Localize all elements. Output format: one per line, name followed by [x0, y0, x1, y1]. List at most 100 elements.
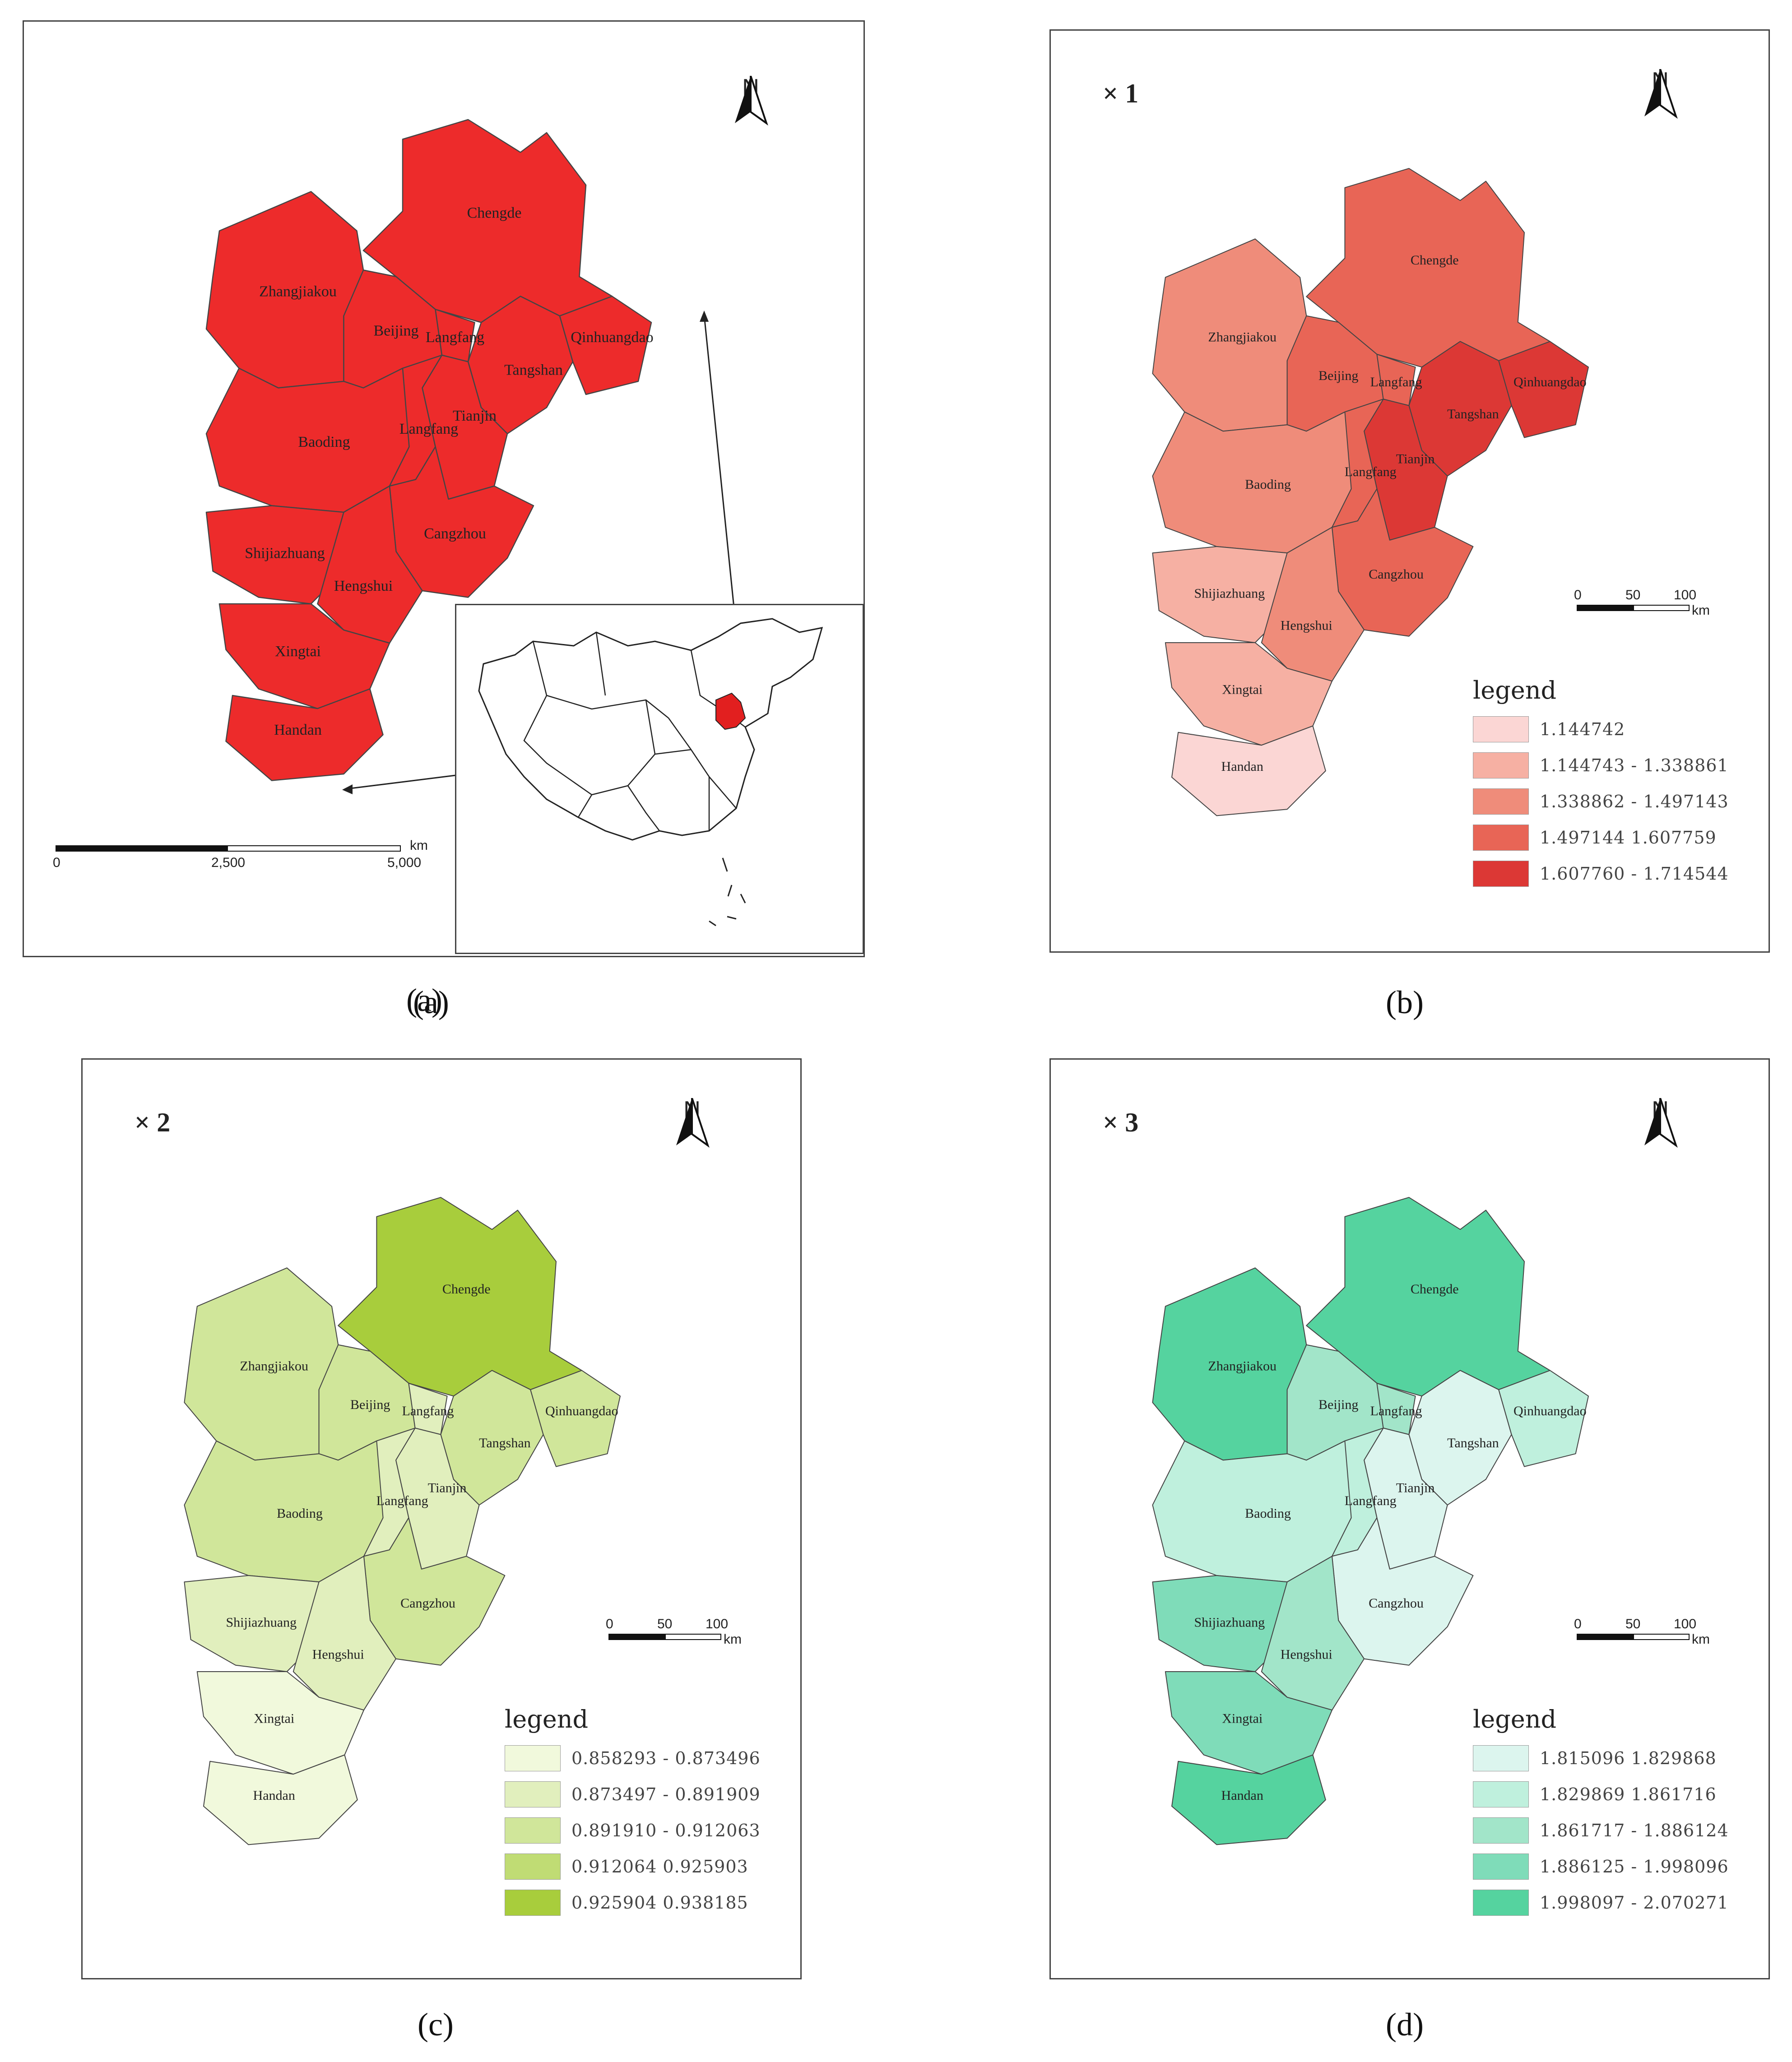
city-label-shijiazhuang: Shijiazhuang: [1194, 1615, 1265, 1630]
caption-a-label: (a): [413, 984, 449, 1020]
legend-swatch: [505, 1817, 561, 1844]
labels-a: Chengde Zhangjiakou Beijing Langfang Tangsha…: [245, 205, 653, 739]
map-c: Chengde Zhangjiakou Beijing Langfang Tangsha…: [184, 1197, 621, 1845]
city-label-cangzhou: Cangzhou: [1369, 567, 1424, 582]
city-label-qinhuangdao: Qinhuangdao: [571, 329, 653, 346]
map-b: Chengde Zhangjiakou Beijing Langfang Tangsha…: [1152, 168, 1589, 816]
region-qinhuangdao: [530, 1370, 621, 1467]
city-label-handan: Handan: [274, 722, 322, 738]
region-hengshui: [317, 485, 423, 644]
north-arrow-b: N: [1642, 69, 1678, 119]
legend-c-row-2: 0.891910 - 0.912063: [505, 1817, 761, 1844]
region-hengshui: [292, 1556, 396, 1711]
inset-highlight-hebei: [715, 692, 746, 730]
scalebar-c-bar: [608, 1634, 665, 1640]
legend-range: 0.891910 - 0.912063: [571, 1821, 761, 1840]
city-label-qinhuangdao: Qinhuangdao: [545, 1404, 618, 1418]
legend-c-row-3: 0.912064 0.925903: [505, 1853, 761, 1880]
region-hengshui: [1261, 1556, 1365, 1711]
city-label-cangzhou: Cangzhou: [1369, 1596, 1424, 1611]
city-label-tangshan: Tangshan: [1447, 407, 1499, 422]
scalebar-a-unit: km: [410, 838, 428, 853]
scalebar-d-bar2: [1633, 1634, 1690, 1640]
series-label-c: × 2: [135, 1107, 171, 1137]
legend-swatch: [1473, 861, 1529, 887]
panel-d: Chengde Zhangjiakou Beijing Langfang Tangsha…: [1049, 1058, 1770, 1979]
legend-d: legend 1.815096 1.829868 1.829869 1.8617…: [1473, 1705, 1729, 1926]
city-label-xingtai: Xingtai: [254, 1711, 294, 1726]
labels-b: Chengde Zhangjiakou Beijing Langfang Tangsha…: [1194, 253, 1586, 774]
legend-range: 1.829869 1.861716: [1540, 1784, 1717, 1804]
city-label-baoding: Baoding: [298, 434, 350, 450]
labels-d: Chengde Zhangjiakou Beijing Langfang Tangsha…: [1194, 1282, 1586, 1803]
legend-range: 1.144742: [1540, 719, 1625, 739]
north-arrow-icon: [1644, 1098, 1678, 1148]
regions-b: [1152, 168, 1589, 816]
legend-range: 0.925904 0.938185: [571, 1893, 748, 1913]
legend-d-row-3: 1.886125 - 1.998096: [1473, 1853, 1729, 1880]
city-label-chengde: Chengde: [1411, 253, 1459, 268]
scalebar-d-tick-0: 0: [1574, 1617, 1582, 1631]
city-label-tangshan: Tangshan: [479, 1436, 531, 1450]
regions-a: [205, 119, 652, 781]
city-label-shijiazhuang: Shijiazhuang: [245, 545, 325, 562]
map-a: Chengde Zhangjiakou Beijing Langfang Tangsha…: [205, 119, 747, 794]
legend-range: 0.858293 - 0.873496: [571, 1748, 761, 1768]
legend-swatch: [505, 1781, 561, 1807]
city-label-baoding: Baoding: [277, 1506, 323, 1521]
legend-swatch: [1473, 1781, 1529, 1807]
city-label-chengde: Chengde: [467, 205, 522, 222]
legend-d-row-2: 1.861717 - 1.886124: [1473, 1817, 1729, 1844]
legend-swatch: [1473, 825, 1529, 851]
legend-swatch: [505, 1890, 561, 1916]
scalebar-c: 0 50 100 km: [606, 1617, 742, 1655]
city-label-cangzhou: Cangzhou: [424, 525, 486, 542]
legend-b-row-4: 1.607760 - 1.714544: [1473, 861, 1729, 887]
caption-d: (d): [1386, 2006, 1424, 2043]
regions-d: [1152, 1197, 1589, 1845]
china-outline: [478, 618, 823, 927]
series-label-b: × 1: [1103, 79, 1139, 108]
city-label-xingtai: Xingtai: [1222, 682, 1263, 697]
panel-c: Chengde Zhangjiakou Beijing Langfang Tangsha…: [81, 1058, 802, 1979]
legend-range: 1.607760 - 1.714544: [1540, 864, 1729, 884]
scalebar-b-unit: km: [1692, 603, 1710, 618]
series-label-d: × 3: [1103, 1107, 1139, 1137]
legend-range: 0.873497 - 0.891909: [571, 1784, 761, 1804]
legend-c-title: legend: [505, 1705, 589, 1733]
region-qinhuangdao: [559, 296, 652, 395]
legend-b-row-2: 1.338862 - 1.497143: [1473, 788, 1729, 815]
regions-c: [184, 1197, 621, 1845]
scalebar-c-bar2: [665, 1634, 721, 1640]
legend-swatch: [505, 1745, 561, 1771]
region-handan: [203, 1754, 358, 1845]
scalebar-d-tick-1: 50: [1625, 1617, 1641, 1631]
scalebar-a-bar: [56, 845, 227, 852]
city-label-shijiazhuang: Shijiazhuang: [1194, 586, 1265, 601]
scalebar-d-bar: [1577, 1634, 1633, 1640]
scalebar-c-tick-0: 0: [606, 1617, 613, 1631]
scalebar-c-tick-2: 100: [706, 1617, 729, 1631]
legend-range: 0.912064 0.925903: [571, 1857, 748, 1877]
legend-range: 1.338862 - 1.497143: [1540, 792, 1729, 811]
city-label-cangzhou: Cangzhou: [400, 1596, 455, 1611]
north-arrow-icon: [676, 1098, 710, 1148]
region-handan: [1171, 725, 1326, 816]
scalebar-b-tick-2: 100: [1674, 588, 1697, 602]
city-label-hengshui: Hengshui: [1281, 618, 1332, 633]
legend-swatch: [1473, 1853, 1529, 1880]
city-label-hengshui: Hengshui: [312, 1647, 364, 1662]
north-arrow-icon: [1644, 69, 1678, 119]
north-arrow-icon: [735, 76, 768, 125]
legend-range: 1.144743 - 1.338861: [1540, 755, 1729, 775]
city-label-tianjin: Tianjin: [1396, 451, 1435, 466]
legend-range: 1.886125 - 1.998096: [1540, 1857, 1729, 1877]
city-label-tianjin: Tianjin: [428, 1480, 467, 1495]
arrow-head-2: [342, 784, 353, 794]
city-label-langfang: Langfang: [376, 1493, 428, 1508]
legend-swatch: [1473, 1817, 1529, 1844]
legend-swatch: [1473, 1745, 1529, 1771]
panel-a: Chengde Zhangjiakou Beijing Langfang Tangsha…: [23, 20, 865, 1018]
city-label-langfang: Langfang: [399, 421, 458, 437]
city-label-beijing: Beijing: [350, 1397, 390, 1412]
